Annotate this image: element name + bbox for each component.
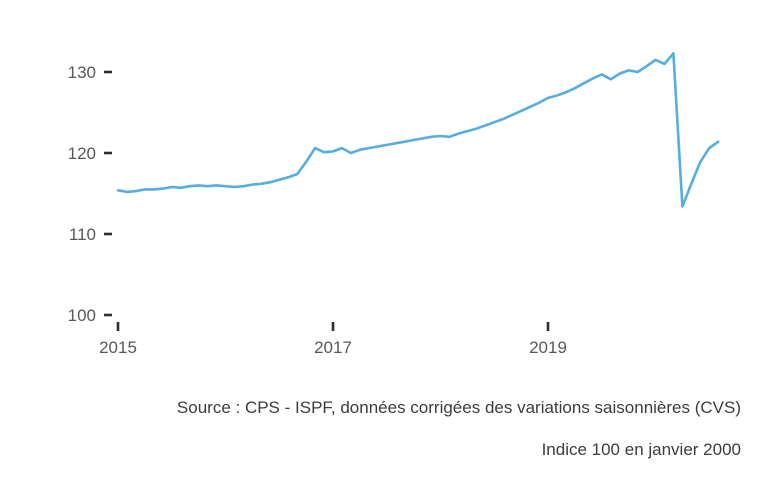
index-line-series (116, 52, 720, 208)
x-axis-tick-label: 2015 (99, 338, 137, 357)
y-axis-tick-label: 100 (68, 306, 96, 325)
employment-index-line-chart: 100 110 120 130 2015 2017 2019 (68, 52, 720, 357)
x-axis-tick-label: 2017 (314, 338, 352, 357)
chart-base-index-note: Indice 100 en janvier 2000 (541, 440, 741, 459)
y-axis-tick-label: 110 (69, 225, 96, 244)
y-axis-tick-label: 120 (68, 144, 96, 163)
y-axis-tick-label: 130 (68, 63, 96, 82)
chart-source-note: Source : CPS - ISPF, données corrigées d… (176, 398, 741, 417)
x-axis-tick-label: 2019 (529, 338, 567, 357)
